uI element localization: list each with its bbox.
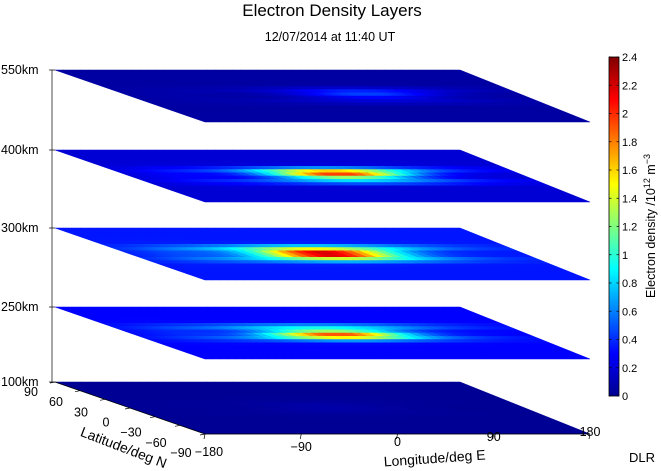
altitude-label-100: 100km <box>1 375 39 389</box>
density-cell <box>573 355 591 360</box>
credit-label: DLR <box>629 450 655 465</box>
latitude-tick <box>199 433 206 436</box>
colorbar-tick-label: 0.6 <box>622 306 637 318</box>
colorbar-tick-label: 0.2 <box>622 363 637 375</box>
density-layer-550: 550km <box>1 63 591 123</box>
colorbar-tick-label: 1.6 <box>622 165 637 177</box>
latitude-tick <box>124 407 131 410</box>
colorbar-tick-label: 1 <box>622 250 628 262</box>
colorbar-tick-label: 1.2 <box>622 222 637 234</box>
latitude-tick-label: 90 <box>24 385 38 399</box>
altitude-label-550: 550km <box>1 63 39 77</box>
longitude-tick-label: 180 <box>580 425 601 439</box>
longitude-tick <box>396 433 398 440</box>
latitude-tick <box>74 390 81 393</box>
longitude-tick <box>492 433 495 440</box>
density-layer-300: 300km <box>1 221 591 281</box>
latitude-tick <box>149 416 156 419</box>
latitude-tick-label: 60 <box>49 395 63 409</box>
layers-group: 550km 400km 300km 250km 100km <box>1 63 591 435</box>
colorbar-tick-label: 2.4 <box>622 52 637 64</box>
latitude-tick-label: 30 <box>74 405 88 419</box>
colorbar-tick-label: 0.4 <box>622 335 637 347</box>
density-cell <box>573 118 591 123</box>
altitude-label-250: 250km <box>1 300 39 314</box>
colorbar-tick-label: 0 <box>622 391 628 403</box>
colorbar-tick-label: 0.8 <box>622 278 637 290</box>
colorbar-tick-label: 1.8 <box>622 137 637 149</box>
density-cell <box>573 276 591 281</box>
latitude-tick-label: 0 <box>103 416 110 430</box>
colorbar: 0 0.2 0.4 0.6 0.8 1 1.2 1.4 1.6 1.8 2 2.2 2.4 Electr… <box>608 52 658 403</box>
colorbar-tick-label: 1.4 <box>622 193 637 205</box>
altitude-label-300: 300km <box>1 221 39 235</box>
density-cell <box>573 198 591 203</box>
x-axis-label: Longitude/deg E <box>383 446 486 469</box>
density-layer-250: 250km <box>1 300 591 360</box>
longitude-tick <box>203 433 206 440</box>
latitude-tick <box>174 424 181 427</box>
density-layer-400: 400km <box>1 143 591 203</box>
latitude-tick <box>49 381 56 384</box>
longitude-tick-label: −180 <box>195 445 223 459</box>
longitude-tick <box>299 433 302 440</box>
colorbar-tick-label: 2 <box>622 109 628 121</box>
density-layer-100: 100km <box>1 375 591 435</box>
longitude-tick-label: 0 <box>394 435 401 449</box>
longitude-tick <box>588 433 591 440</box>
longitude-tick-label: −90 <box>291 440 312 454</box>
chart-title: Electron Density Layers <box>242 1 422 20</box>
longitude-tick-label: 90 <box>487 430 501 444</box>
latitude-tick-label: −30 <box>120 426 141 440</box>
colorbar-label: Electron density /1012 m−3 <box>642 154 658 298</box>
colorbar-ticks: 0 0.2 0.4 0.6 0.8 1 1.2 1.4 1.6 1.8 2 2.2 2.4 <box>609 52 637 403</box>
colorbar-tick-label: 2.2 <box>622 80 637 92</box>
altitude-label-400: 400km <box>1 143 39 157</box>
latitude-tick <box>99 398 106 401</box>
latitude-tick-label: −60 <box>145 436 166 450</box>
chart-subtitle: 12/07/2014 at 11:40 UT <box>265 30 396 44</box>
latitude-tick-label: −90 <box>170 446 191 460</box>
